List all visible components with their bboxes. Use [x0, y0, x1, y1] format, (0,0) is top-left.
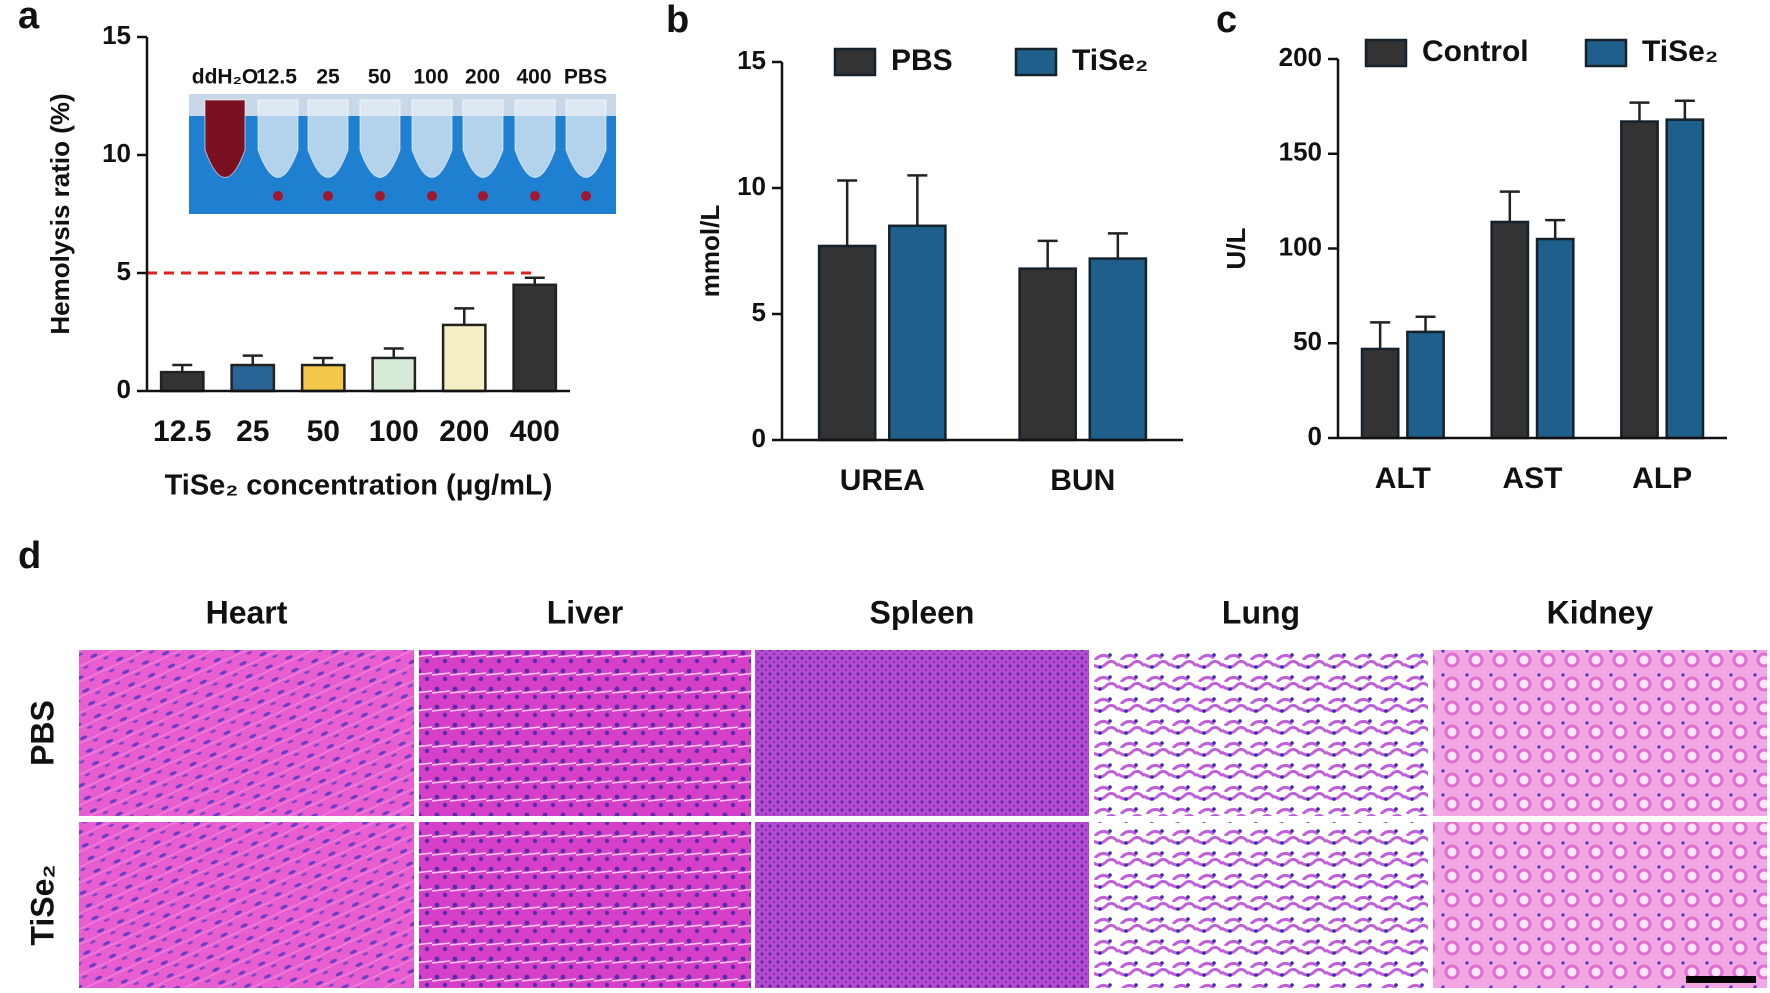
inset-label: 12.5: [256, 66, 297, 89]
histology-image: [79, 650, 414, 816]
panel-label: a: [18, 0, 40, 37]
inset-label: 100: [413, 66, 448, 89]
y-axis-label: Hemolysis ratio (%): [45, 93, 75, 334]
bar: [159, 370, 205, 393]
legend-label: TiSe₂: [1642, 35, 1718, 68]
y-tick-label: 200: [1279, 42, 1322, 72]
panel-label: b: [666, 0, 689, 41]
x-axis-label: TiSe₂ concentration (μg/mL): [165, 470, 553, 502]
bar: [1018, 267, 1077, 442]
bar: [1406, 330, 1445, 440]
x-tick-label: 100: [369, 415, 419, 448]
x-tick-label: 12.5: [153, 415, 211, 448]
y-tick-label: 50: [1293, 326, 1322, 356]
legend-swatch: [1014, 47, 1058, 77]
legend-swatch: [1364, 38, 1408, 68]
column-label: Spleen: [870, 594, 975, 630]
y-tick-label: 150: [1279, 137, 1322, 167]
x-tick-label: 50: [307, 415, 340, 448]
y-tick-label: 10: [102, 138, 131, 168]
histology-image: [1433, 650, 1767, 816]
bar: [441, 323, 487, 393]
row-label: PBS: [24, 700, 60, 766]
y-tick-label: 5: [117, 256, 131, 286]
x-tick-label: 25: [236, 415, 269, 448]
x-tick-label: 400: [510, 415, 560, 448]
y-tick-label: 5: [752, 297, 766, 327]
y-tick-label: 10: [737, 171, 766, 201]
bar: [1490, 220, 1530, 440]
bar: [371, 356, 417, 393]
column-label: Heart: [206, 594, 288, 630]
y-tick-label: 0: [1308, 421, 1322, 451]
histology-image: [79, 822, 414, 988]
x-tick-label: BUN: [1050, 464, 1115, 497]
panel-label: d: [18, 535, 41, 577]
inset-label: PBS: [564, 66, 607, 89]
legend-swatch: [833, 47, 877, 77]
bar: [1088, 257, 1148, 442]
legend-swatch: [1584, 38, 1628, 68]
histology-image: [755, 822, 1089, 988]
x-tick-label: ALT: [1375, 462, 1431, 495]
row-label: TiSe₂: [24, 864, 60, 945]
column-label: Lung: [1222, 594, 1300, 630]
x-tick-label: ALP: [1632, 462, 1692, 495]
y-axis-label: U/L: [1221, 227, 1251, 269]
inset-label: 400: [516, 66, 551, 89]
x-tick-label: UREA: [840, 464, 925, 497]
x-tick-label: AST: [1503, 462, 1563, 495]
legend-label: Control: [1422, 35, 1529, 68]
bar: [1665, 118, 1705, 440]
histology-image: [419, 822, 751, 988]
histology-image: [1433, 822, 1767, 988]
y-tick-label: 0: [752, 423, 766, 453]
y-tick-label: 100: [1279, 231, 1322, 261]
histology-image: [755, 650, 1089, 816]
inset-photo: [189, 94, 616, 214]
histology-image: [1094, 822, 1428, 988]
bar: [512, 283, 558, 393]
histology-image: [1094, 650, 1428, 816]
bar: [230, 363, 276, 393]
y-tick-label: 15: [737, 45, 766, 75]
y-tick-label: 15: [102, 20, 131, 50]
bar: [1620, 120, 1659, 440]
bar: [817, 244, 877, 442]
bar: [300, 363, 346, 393]
x-tick-label: 200: [439, 415, 489, 448]
bar: [1535, 237, 1575, 440]
inset-label: 25: [316, 66, 340, 89]
scale-bar: [1686, 976, 1756, 983]
y-axis-label: mmol/L: [695, 205, 725, 298]
column-label: Liver: [547, 594, 623, 630]
inset-label: ddH₂O: [192, 66, 259, 89]
legend-label: TiSe₂: [1072, 44, 1148, 77]
bar: [1360, 347, 1400, 440]
y-tick-label: 0: [117, 374, 131, 404]
histology-image: [419, 650, 751, 816]
panel-label: c: [1216, 0, 1237, 41]
inset-label: 50: [368, 66, 391, 89]
legend-label: PBS: [891, 44, 953, 77]
column-label: Kidney: [1547, 594, 1654, 630]
inset-label: 200: [465, 66, 500, 89]
bar: [888, 224, 947, 442]
